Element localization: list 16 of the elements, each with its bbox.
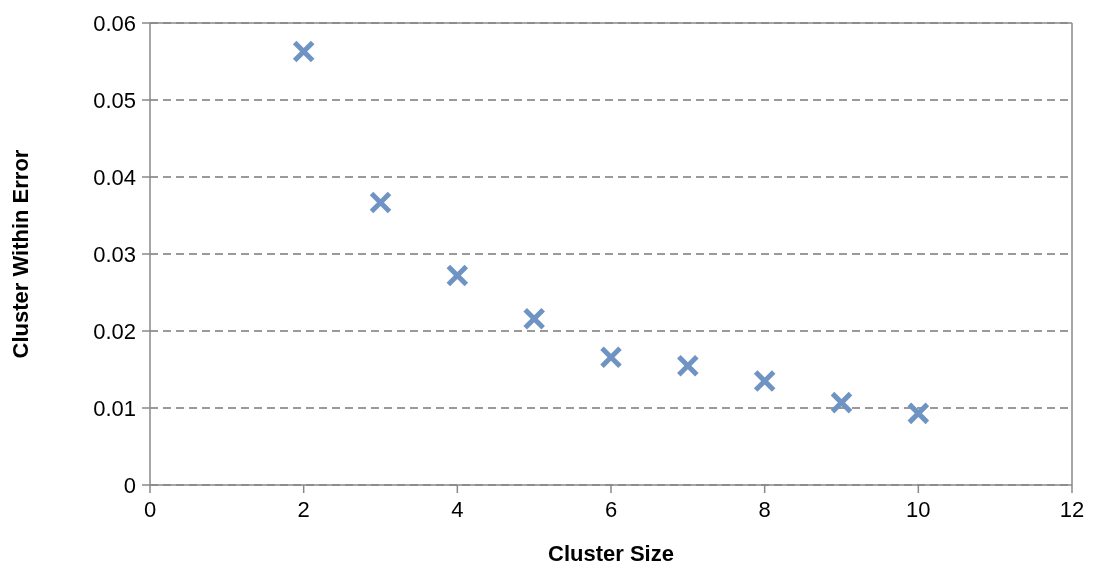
y-tick-label: 0.01 xyxy=(93,395,136,421)
x-tick-label: 6 xyxy=(604,496,618,522)
y-tick-label: 0.04 xyxy=(93,164,136,190)
x-tick-label: 8 xyxy=(758,496,771,522)
x-tick-label: 2 xyxy=(297,496,310,522)
y-tick-label: 0.06 xyxy=(93,10,136,36)
x-tick-label: 12 xyxy=(1059,496,1085,522)
y-axis-title: Cluster Within Error xyxy=(7,149,33,359)
x-axis-title: Cluster Size xyxy=(548,541,674,566)
y-tick-label: 0 xyxy=(123,472,136,498)
x-tick-label: 0 xyxy=(143,496,157,522)
x-tick-label: 10 xyxy=(906,496,931,522)
y-tick-label: 0.02 xyxy=(93,318,136,344)
y-tick-label: 0.05 xyxy=(93,87,136,113)
x-tick-label: 4 xyxy=(451,496,464,522)
y-tick-label: 0.03 xyxy=(93,241,136,267)
